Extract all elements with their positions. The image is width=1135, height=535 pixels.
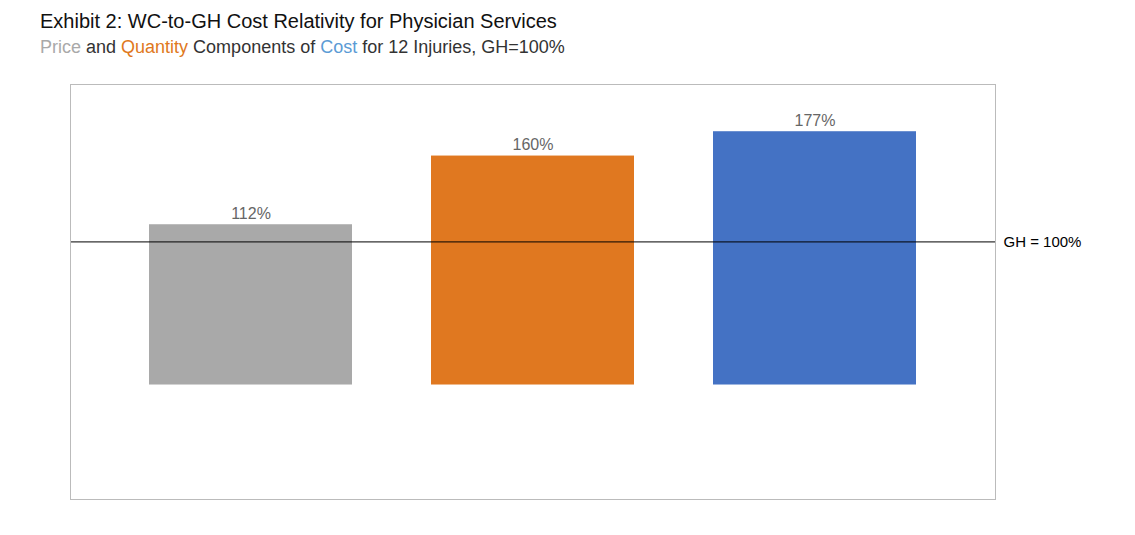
html-text:Exhibit 2: WC-to-GH Cost Relat: Exhibit 2: WC-to-GH Cost Relativity for … xyxy=(40,10,557,32)
html-text:Price and Quantity Components: Price and Quantity Components of Cost fo… xyxy=(40,37,565,57)
svg-text:112%: 112% xyxy=(231,205,271,222)
svg-text:GH = 100%: GH = 100% xyxy=(1004,233,1082,250)
svg-text:177%: 177% xyxy=(795,112,836,129)
svg-text:160%: 160% xyxy=(513,136,554,153)
